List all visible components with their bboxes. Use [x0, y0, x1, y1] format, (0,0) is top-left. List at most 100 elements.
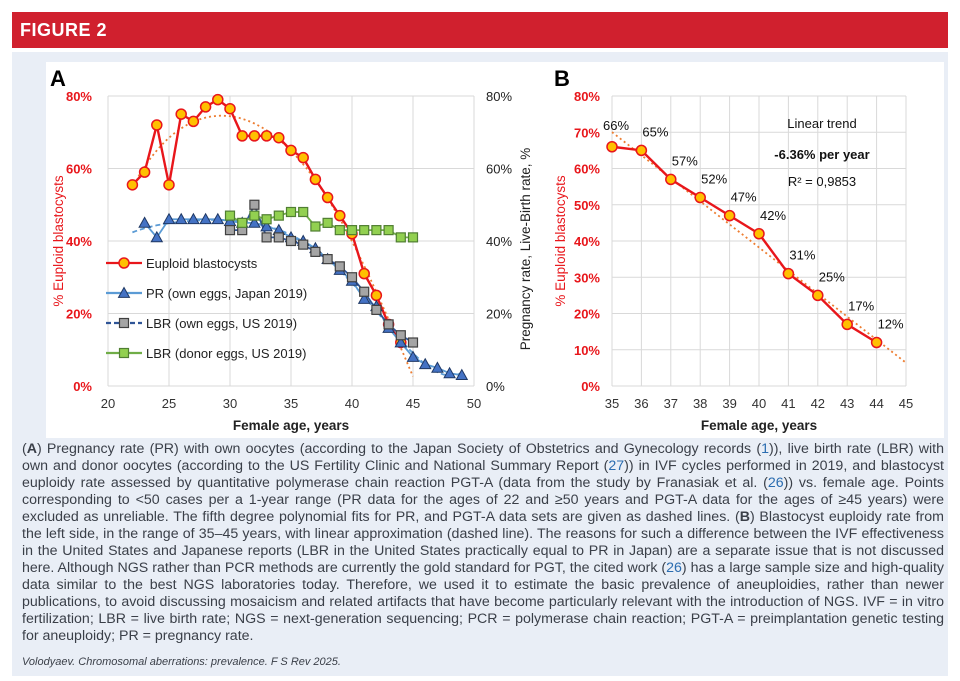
charts-svg: A 20 25 30 35 40 45 50 0% 20% 40% 60% 80% 0% 20% 40% 60%…	[50, 66, 913, 433]
y-tick-label-right: 0%	[486, 379, 505, 394]
trend-annotation-slope: -6.36% per year	[774, 147, 869, 162]
caption-panel-b-label: B	[739, 509, 750, 525]
data-point	[248, 216, 261, 228]
caption-text: )) vs. female age. Points corresponding …	[22, 475, 944, 525]
x-axis-label: Female age, years	[233, 418, 349, 433]
data-point	[309, 173, 322, 186]
y-tick-label: 60%	[574, 162, 600, 177]
x-tick-label: 36	[634, 396, 648, 411]
legend-label: LBR (donor eggs, US 2019)	[146, 346, 306, 361]
data-point	[407, 232, 419, 243]
data-point	[334, 261, 345, 272]
data-point	[383, 225, 394, 236]
data-point	[394, 335, 408, 348]
data-point	[285, 206, 297, 218]
caption-panel-a-label: A	[26, 441, 37, 457]
trend-annotation-r2: R² = 0,9853	[788, 174, 856, 189]
data-point	[248, 130, 261, 142]
data-point	[237, 217, 248, 228]
caption-text: )), live birth rate (LBR) with own and d…	[22, 441, 944, 474]
figure-citation: Volodyaev. Chromosomal aberrations: prev…	[22, 656, 341, 668]
panel-a-label: A	[50, 66, 66, 91]
x-tick-label: 45	[899, 396, 913, 411]
data-point	[310, 246, 321, 257]
data-point	[383, 319, 394, 330]
legend-swatch-marker	[118, 317, 130, 329]
data-point	[163, 179, 175, 191]
y-tick-label: 40%	[66, 234, 92, 249]
data-point	[359, 286, 370, 297]
series-line	[229, 211, 413, 239]
data-point	[321, 191, 334, 204]
data-point	[285, 235, 297, 247]
legend-label: PR (own eggs, Japan 2019)	[146, 286, 307, 301]
reference-link[interactable]: 27	[608, 458, 625, 474]
caption-text: ) Blastocyst euploidy rate from the left…	[22, 509, 944, 576]
y-tick-label: 70%	[574, 125, 600, 140]
data-point	[273, 131, 285, 144]
data-point	[812, 289, 824, 302]
reference-link[interactable]: 1	[761, 441, 769, 457]
caption-text: )) in IVF cycles performed in 2019, and …	[22, 458, 944, 491]
y-tick-label: 30%	[574, 270, 600, 285]
data-point	[285, 144, 297, 157]
legend-label: LBR (own eggs, US 2019)	[146, 316, 297, 331]
data-point	[297, 151, 309, 164]
data-point	[371, 225, 382, 236]
x-tick-label: 20	[101, 396, 115, 411]
caption-text: ) Pregnancy rate (PR) with own oocytes (…	[36, 441, 762, 457]
data-point	[260, 219, 273, 232]
data-label: 12%	[878, 317, 904, 332]
y-tick-label-right: 80%	[486, 89, 512, 104]
data-label: 42%	[760, 208, 786, 223]
reference-link[interactable]: 26	[767, 475, 784, 491]
y-axis-label-left: % Euploid blastocysts	[51, 175, 66, 307]
data-point	[782, 267, 795, 280]
data-point	[199, 212, 212, 225]
data-point	[455, 368, 469, 381]
data-point	[212, 93, 224, 106]
data-label: 66%	[603, 118, 629, 133]
data-point	[665, 173, 677, 186]
data-point	[334, 209, 346, 222]
data-point	[175, 108, 187, 120]
y-tick-label: 20%	[66, 307, 92, 322]
panel-b-label: B	[554, 66, 570, 91]
data-point	[753, 228, 765, 240]
data-point	[162, 212, 176, 225]
figure-title: FIGURE 2	[12, 12, 948, 48]
data-point	[224, 225, 236, 236]
trend-line-euploid	[137, 114, 414, 377]
x-axis-label: Female age, years	[701, 418, 817, 433]
data-point	[370, 289, 383, 302]
reference-link[interactable]: 26	[666, 560, 682, 576]
y-tick-label: 60%	[66, 162, 92, 177]
y-tick-label-right: 20%	[486, 307, 512, 322]
data-point	[187, 212, 200, 225]
data-point	[224, 210, 236, 221]
data-point	[635, 144, 648, 157]
data-point	[694, 191, 706, 204]
data-label: 65%	[642, 124, 668, 139]
data-point	[211, 212, 225, 225]
x-tick-label: 25	[162, 396, 176, 411]
data-point	[187, 115, 200, 128]
legend-label: Euploid blastocysts	[146, 256, 258, 271]
x-tick-label: 39	[722, 396, 736, 411]
y-tick-label: 80%	[66, 89, 92, 104]
x-tick-label: 50	[467, 396, 481, 411]
x-tick-label: 44	[869, 396, 883, 411]
x-tick-label: 38	[693, 396, 707, 411]
y-tick-label: 40%	[574, 234, 600, 249]
y-axis-label: % Euploid blastocysts	[553, 175, 568, 307]
y-tick-label: 0%	[73, 379, 92, 394]
data-point	[358, 267, 370, 280]
y-tick-label: 10%	[574, 343, 600, 358]
x-tick-label: 40	[752, 396, 766, 411]
data-point	[249, 210, 260, 221]
data-point	[273, 232, 284, 243]
data-label: 47%	[731, 190, 757, 205]
data-label: 52%	[701, 172, 727, 187]
x-tick-label: 41	[781, 396, 795, 411]
data-point	[870, 336, 883, 349]
